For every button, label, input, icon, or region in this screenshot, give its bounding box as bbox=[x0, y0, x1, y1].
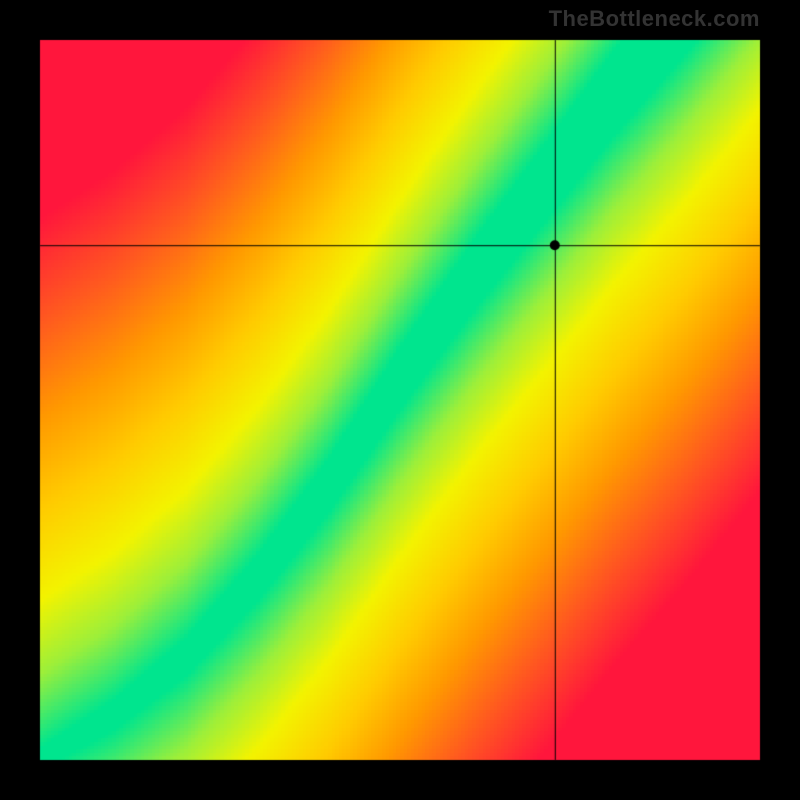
watermark-text: TheBottleneck.com bbox=[549, 6, 760, 32]
chart-root: TheBottleneck.com bbox=[0, 0, 800, 800]
crosshair-canvas bbox=[0, 0, 800, 800]
